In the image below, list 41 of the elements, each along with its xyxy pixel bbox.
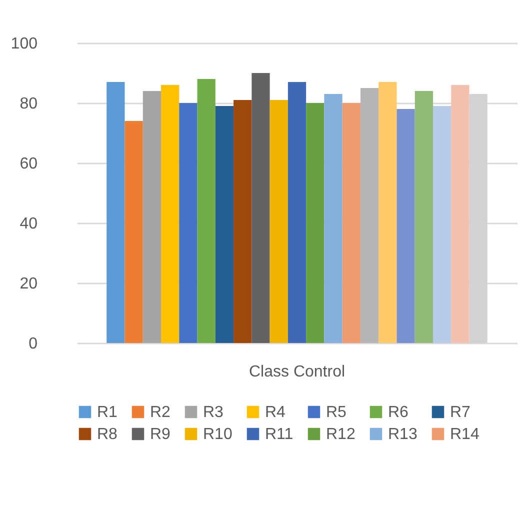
bar	[396, 109, 415, 343]
legend-label: R6	[388, 404, 409, 421]
y-tick-label: 60	[20, 156, 38, 172]
bar	[106, 82, 125, 343]
bar	[378, 82, 397, 343]
y-tick-label: 80	[20, 96, 38, 112]
legend-label: R8	[97, 426, 118, 443]
bar	[270, 100, 288, 343]
bar	[124, 121, 143, 343]
y-tick-label: 100	[10, 36, 38, 52]
legend-label: R2	[150, 404, 171, 421]
legend-label: R9	[150, 426, 171, 443]
bar	[161, 85, 180, 343]
bar	[142, 91, 162, 343]
bar	[215, 106, 234, 343]
bar	[234, 100, 252, 343]
y-tick-label: 40	[20, 216, 38, 232]
bar	[432, 106, 452, 343]
bar	[342, 103, 360, 343]
bar	[414, 91, 433, 343]
legend-label: R1	[97, 404, 118, 421]
legend-label: R14	[450, 426, 480, 443]
legend-label: R13	[388, 426, 418, 443]
legend-label: R12	[326, 426, 356, 443]
bar	[252, 73, 270, 343]
y-tick-label: 0	[28, 336, 38, 352]
bar	[451, 85, 470, 343]
legend-label: R7	[450, 404, 471, 421]
legend-label: R11	[265, 426, 294, 443]
bar	[179, 103, 198, 343]
bar	[288, 82, 306, 343]
bar	[306, 103, 324, 343]
bar	[324, 94, 342, 343]
x-tick-label: Class Control	[248, 364, 346, 380]
bar	[360, 88, 379, 343]
legend-label: R4	[265, 404, 286, 421]
y-tick-label: 20	[20, 276, 38, 292]
bar	[197, 79, 216, 343]
legend-label: R3	[203, 404, 224, 421]
legend-label: R5	[326, 404, 347, 421]
legend-label: R10	[203, 426, 232, 443]
